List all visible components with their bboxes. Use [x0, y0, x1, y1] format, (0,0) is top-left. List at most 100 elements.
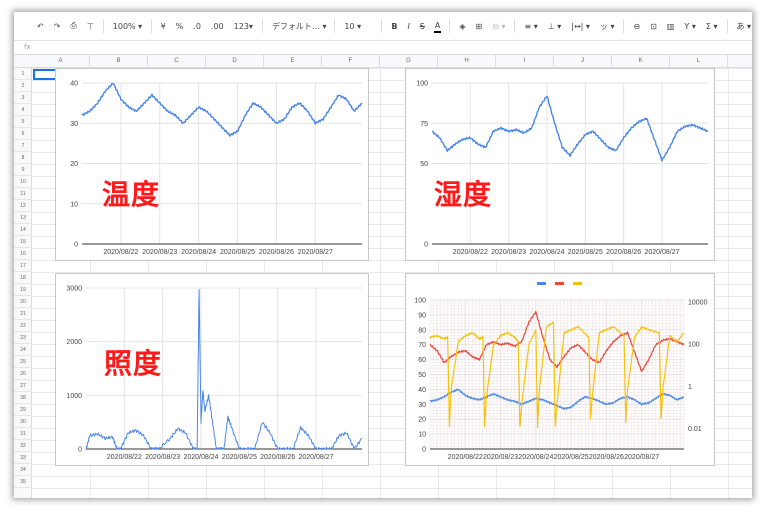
text-color-button[interactable]: A [434, 19, 441, 33]
chart-combined[interactable]: 2020/08/22 2020/08/23 2020/08/24 2020/08/25… [405, 273, 715, 466]
increase-decimal-button[interactable]: .00 [210, 19, 225, 33]
row-header-7[interactable]: 7 [14, 140, 32, 152]
vertical-align-icon[interactable]: ⊥ ▾ [547, 19, 563, 33]
italic-button[interactable]: I [406, 19, 410, 33]
column-header-d[interactable]: D [206, 55, 264, 68]
row-header-23[interactable]: 23 [14, 332, 32, 344]
row-header-24[interactable]: 24 [14, 344, 32, 356]
row-header-19[interactable]: 19 [14, 284, 32, 296]
column-header-h[interactable]: H [438, 55, 496, 68]
font-select[interactable]: デフォルト… ▾ [271, 19, 326, 33]
y-tick-label: 90 [418, 312, 426, 319]
row-header-17[interactable]: 17 [14, 260, 32, 272]
y-tick-label: 0 [78, 447, 82, 454]
row-header-13[interactable]: 13 [14, 212, 32, 224]
toolbar-divider [514, 19, 515, 33]
series-line-0 [82, 83, 362, 136]
text-wrap-icon[interactable]: |↔| ▾ [570, 19, 591, 33]
row-header-15[interactable]: 15 [14, 236, 32, 248]
decrease-decimal-button[interactable]: .0 [192, 19, 202, 33]
row-header-4[interactable]: 4 [14, 104, 32, 116]
row-header-29[interactable]: 29 [14, 404, 32, 416]
column-header-j[interactable]: J [554, 55, 612, 68]
fx-icon: fx [24, 43, 31, 51]
chart-temperature[interactable]: 2020/08/22 2020/08/23 2020/08/24 2020/08/25… [55, 68, 369, 261]
column-header-i[interactable]: I [496, 55, 554, 68]
bold-button[interactable]: B [390, 19, 398, 33]
insert-link-icon[interactable]: ⊖ [632, 19, 641, 33]
column-header-k[interactable]: K [612, 55, 670, 68]
y2-tick-label: 10000 [688, 300, 708, 307]
row-header-5[interactable]: 5 [14, 116, 32, 128]
input-tools-button[interactable]: あ ▾ [735, 19, 752, 33]
row-header-30[interactable]: 30 [14, 416, 32, 428]
functions-icon[interactable]: Σ ▾ [705, 19, 719, 33]
chart-illuminance[interactable]: 2020/08/22 2020/08/23 2020/08/24 2020/08/25… [55, 273, 369, 466]
spreadsheet-window: ↶ ↷ ⎙ ⊤ 100% ▾ ¥ % .0 .00 123▾ デフォルト… ▾ … [14, 12, 752, 498]
text-rotate-icon[interactable]: ッ ▾ [599, 19, 616, 33]
row-header-18[interactable]: 18 [14, 272, 32, 284]
y-tick-label: 75 [420, 121, 428, 128]
borders-icon[interactable]: ⊞ [475, 19, 484, 33]
row-header-12[interactable]: 12 [14, 200, 32, 212]
row-headers: 1 2 3 4 5 6 7 8 9 10 11 12 13 14 15 16 17 18 19 20 21 22 23 24 2… [14, 68, 32, 498]
row-header-26[interactable]: 26 [14, 368, 32, 380]
row-header-34[interactable]: 34 [14, 464, 32, 476]
row-header-8[interactable]: 8 [14, 152, 32, 164]
font-size-select[interactable]: 10 ▾ [343, 19, 373, 33]
undo-icon[interactable]: ↶ [36, 19, 45, 33]
x-tick-label: 2020/08/26 [259, 249, 294, 256]
toolbar-divider [334, 19, 335, 33]
row-header-32[interactable]: 32 [14, 440, 32, 452]
strikethrough-button[interactable]: S [419, 19, 426, 33]
fill-color-icon[interactable]: ◈ [458, 19, 466, 33]
row-header-21[interactable]: 21 [14, 308, 32, 320]
horizontal-align-icon[interactable]: ≡ ▾ [523, 19, 538, 33]
column-header-e[interactable]: E [264, 55, 322, 68]
column-header-f[interactable]: F [322, 55, 380, 68]
row-header-22[interactable]: 22 [14, 320, 32, 332]
row-header-28[interactable]: 28 [14, 392, 32, 404]
percent-format-button[interactable]: % [175, 19, 185, 33]
print-icon[interactable]: ⎙ [69, 19, 77, 33]
row-header-33[interactable]: 33 [14, 452, 32, 464]
y-tick-label: 70 [418, 342, 426, 349]
row-header-1[interactable]: 1 [14, 68, 32, 80]
column-header-c[interactable]: C [148, 55, 206, 68]
redo-icon[interactable]: ↷ [53, 19, 62, 33]
row-header-3[interactable]: 3 [14, 92, 32, 104]
zoom-select[interactable]: 100% ▾ [112, 19, 143, 33]
y2-tick-label: 100 [688, 342, 700, 349]
y-tick-label: 1000 [66, 393, 82, 400]
y-tick-label: 20 [70, 161, 78, 168]
column-header-l[interactable]: L [670, 55, 728, 68]
row-header-16[interactable]: 16 [14, 248, 32, 260]
row-header-9[interactable]: 9 [14, 164, 32, 176]
row-header-20[interactable]: 20 [14, 296, 32, 308]
insert-chart-icon[interactable]: ▥ [666, 19, 676, 33]
row-header-11[interactable]: 11 [14, 188, 32, 200]
row-header-35[interactable]: 35 [14, 476, 32, 488]
row-header-27[interactable]: 27 [14, 380, 32, 392]
column-header-a[interactable]: A [32, 55, 90, 68]
formula-bar[interactable]: fx [14, 40, 752, 54]
toolbar-divider [727, 19, 728, 33]
row-header-6[interactable]: 6 [14, 128, 32, 140]
column-header-g[interactable]: G [380, 55, 438, 68]
chart-humidity[interactable]: 2020/08/22 2020/08/23 2020/08/24 2020/08/25… [405, 68, 715, 261]
column-header-b[interactable]: B [90, 55, 148, 68]
x-tick-label: 2020/08/27 [298, 454, 333, 461]
insert-comment-icon[interactable]: ⊡ [649, 19, 658, 33]
paint-format-icon[interactable]: ⊤ [86, 19, 95, 33]
number-format-select[interactable]: 123▾ [233, 19, 254, 33]
row-header-10[interactable]: 10 [14, 176, 32, 188]
filter-icon[interactable]: Y ▾ [683, 19, 696, 33]
row-header-2[interactable]: 2 [14, 80, 32, 92]
currency-format-button[interactable]: ¥ [160, 19, 167, 33]
row-header-31[interactable]: 31 [14, 428, 32, 440]
row-header-25[interactable]: 25 [14, 356, 32, 368]
y-tick-label: 100 [416, 81, 428, 88]
row-header-14[interactable]: 14 [14, 224, 32, 236]
legend-swatch [555, 282, 564, 285]
merge-cells-icon[interactable]: ⊟ ▾ [491, 19, 506, 33]
